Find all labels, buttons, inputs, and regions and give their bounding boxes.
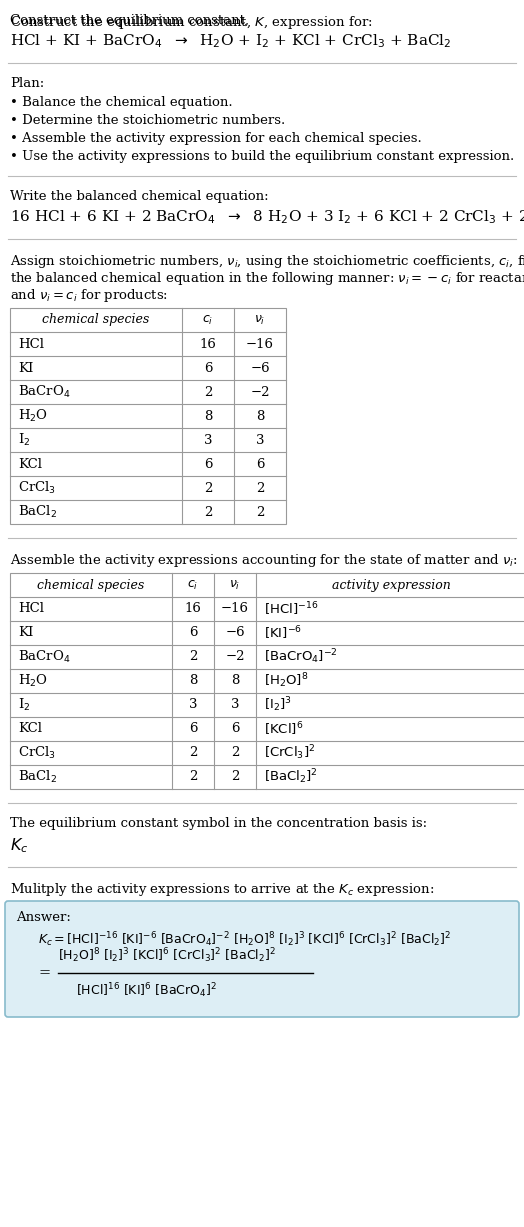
Text: $[\mathrm{HCl}]^{16}\ [\mathrm{KI}]^{6}\ [\mathrm{BaCrO_4}]^{2}$: $[\mathrm{HCl}]^{16}\ [\mathrm{KI}]^{6}\… <box>76 982 217 1000</box>
Text: 2: 2 <box>231 771 239 784</box>
Text: 8: 8 <box>256 410 264 422</box>
Text: 2: 2 <box>189 771 197 784</box>
Text: $[\mathrm{HCl}]^{-16}$: $[\mathrm{HCl}]^{-16}$ <box>264 600 318 617</box>
Text: 6: 6 <box>204 362 212 374</box>
Text: chemical species: chemical species <box>37 578 145 591</box>
Text: The equilibrium constant symbol in the concentration basis is:: The equilibrium constant symbol in the c… <box>10 817 427 829</box>
Text: 6: 6 <box>256 458 264 470</box>
Text: 6: 6 <box>189 627 197 639</box>
Text: =: = <box>38 966 50 980</box>
Text: chemical species: chemical species <box>42 314 150 326</box>
Text: 2: 2 <box>256 481 264 494</box>
Text: 3: 3 <box>231 698 239 712</box>
Text: 2: 2 <box>189 650 197 664</box>
Text: −16: −16 <box>221 602 249 616</box>
Text: and $\nu_i = c_i$ for products:: and $\nu_i = c_i$ for products: <box>10 287 168 304</box>
Text: $[\mathrm{I_2}]^{3}$: $[\mathrm{I_2}]^{3}$ <box>264 696 292 714</box>
Text: KI: KI <box>18 362 34 374</box>
FancyBboxPatch shape <box>5 901 519 1017</box>
Text: BaCl$_2$: BaCl$_2$ <box>18 504 57 520</box>
Text: $K_c = [\mathrm{HCl}]^{-16}\ [\mathrm{KI}]^{-6}\ [\mathrm{BaCrO_4}]^{-2}\ [\math: $K_c = [\mathrm{HCl}]^{-16}\ [\mathrm{KI… <box>38 930 451 948</box>
Text: H$_2$O: H$_2$O <box>18 407 48 425</box>
Text: 16: 16 <box>200 337 216 351</box>
Text: 8: 8 <box>189 675 197 687</box>
Text: $c_i$: $c_i$ <box>188 578 199 591</box>
Text: H$_2$O: H$_2$O <box>18 672 48 690</box>
Text: 6: 6 <box>204 458 212 470</box>
Text: 2: 2 <box>204 385 212 399</box>
Text: −2: −2 <box>250 385 270 399</box>
Text: I$_2$: I$_2$ <box>18 432 30 448</box>
Text: 2: 2 <box>231 746 239 760</box>
Text: • Balance the chemical equation.: • Balance the chemical equation. <box>10 96 233 109</box>
Text: HCl: HCl <box>18 602 44 616</box>
Text: KI: KI <box>18 627 34 639</box>
Text: Assemble the activity expressions accounting for the state of matter and $\nu_i$: Assemble the activity expressions accoun… <box>10 552 518 569</box>
Bar <box>10 308 286 524</box>
Text: Plan:: Plan: <box>10 77 44 90</box>
Text: BaCrO$_4$: BaCrO$_4$ <box>18 384 70 400</box>
Text: KCl: KCl <box>18 723 42 735</box>
Text: 8: 8 <box>204 410 212 422</box>
Text: Mulitply the activity expressions to arrive at the $K_c$ expression:: Mulitply the activity expressions to arr… <box>10 881 434 898</box>
Text: 2: 2 <box>189 746 197 760</box>
Text: • Assemble the activity expression for each chemical species.: • Assemble the activity expression for e… <box>10 133 422 145</box>
Text: 3: 3 <box>256 433 264 447</box>
Text: −6: −6 <box>225 627 245 639</box>
Text: $\nu_i$: $\nu_i$ <box>254 313 266 326</box>
Text: HCl: HCl <box>18 337 44 351</box>
Text: $[\mathrm{KI}]^{-6}$: $[\mathrm{KI}]^{-6}$ <box>264 625 302 642</box>
Text: 6: 6 <box>231 723 239 735</box>
Text: • Use the activity expressions to build the equilibrium constant expression.: • Use the activity expressions to build … <box>10 150 514 163</box>
Text: $[\mathrm{BaCrO_4}]^{-2}$: $[\mathrm{BaCrO_4}]^{-2}$ <box>264 648 338 666</box>
Text: 3: 3 <box>189 698 197 712</box>
Text: I$_2$: I$_2$ <box>18 697 30 713</box>
Text: −6: −6 <box>250 362 270 374</box>
Text: activity expression: activity expression <box>332 578 450 591</box>
Text: the balanced chemical equation in the following manner: $\nu_i = -c_i$ for react: the balanced chemical equation in the fo… <box>10 270 524 287</box>
Text: $[\mathrm{KCl}]^{6}$: $[\mathrm{KCl}]^{6}$ <box>264 720 303 737</box>
Text: $c_i$: $c_i$ <box>202 313 214 326</box>
Text: HCl + KI + BaCrO$_4$  $\rightarrow$  H$_2$O + I$_2$ + KCl + CrCl$_3$ + BaCl$_2$: HCl + KI + BaCrO$_4$ $\rightarrow$ H$_2$… <box>10 32 452 50</box>
Text: Construct the equilibrium constant,: Construct the equilibrium constant, <box>10 13 253 27</box>
Text: 2: 2 <box>204 506 212 519</box>
Text: • Determine the stoichiometric numbers.: • Determine the stoichiometric numbers. <box>10 114 285 128</box>
Text: −2: −2 <box>225 650 245 664</box>
Text: −16: −16 <box>246 337 274 351</box>
Text: CrCl$_3$: CrCl$_3$ <box>18 480 56 496</box>
Text: Answer:: Answer: <box>16 910 71 924</box>
Text: $K_c$: $K_c$ <box>10 836 28 855</box>
Text: 16 HCl + 6 KI + 2 BaCrO$_4$  $\rightarrow$  8 H$_2$O + 3 I$_2$ + 6 KCl + 2 CrCl$: 16 HCl + 6 KI + 2 BaCrO$_4$ $\rightarrow… <box>10 209 524 226</box>
Text: 2: 2 <box>204 481 212 494</box>
Text: $[\mathrm{CrCl_3}]^{2}$: $[\mathrm{CrCl_3}]^{2}$ <box>264 744 315 762</box>
Text: CrCl$_3$: CrCl$_3$ <box>18 745 56 761</box>
Text: 3: 3 <box>204 433 212 447</box>
Text: Construct the equilibrium constant, $K$, expression for:: Construct the equilibrium constant, $K$,… <box>10 13 373 31</box>
Text: 6: 6 <box>189 723 197 735</box>
Text: $[\mathrm{H_2O}]^{8}$: $[\mathrm{H_2O}]^{8}$ <box>264 671 309 691</box>
Text: $[\mathrm{H_2O}]^{8}\ [\mathrm{I_2}]^{3}\ [\mathrm{KCl}]^{6}\ [\mathrm{CrCl_3}]^: $[\mathrm{H_2O}]^{8}\ [\mathrm{I_2}]^{3}… <box>58 946 276 964</box>
Text: 8: 8 <box>231 675 239 687</box>
Text: 2: 2 <box>256 506 264 519</box>
Text: BaCl$_2$: BaCl$_2$ <box>18 769 57 785</box>
Text: BaCrO$_4$: BaCrO$_4$ <box>18 649 70 665</box>
Text: $[\mathrm{BaCl_2}]^{2}$: $[\mathrm{BaCl_2}]^{2}$ <box>264 768 318 787</box>
Text: 16: 16 <box>184 602 201 616</box>
Text: Write the balanced chemical equation:: Write the balanced chemical equation: <box>10 190 269 202</box>
Text: Assign stoichiometric numbers, $\nu_i$, using the stoichiometric coefficients, $: Assign stoichiometric numbers, $\nu_i$, … <box>10 253 524 270</box>
Text: KCl: KCl <box>18 458 42 470</box>
Bar <box>10 573 524 789</box>
Text: $\nu_i$: $\nu_i$ <box>230 578 241 591</box>
